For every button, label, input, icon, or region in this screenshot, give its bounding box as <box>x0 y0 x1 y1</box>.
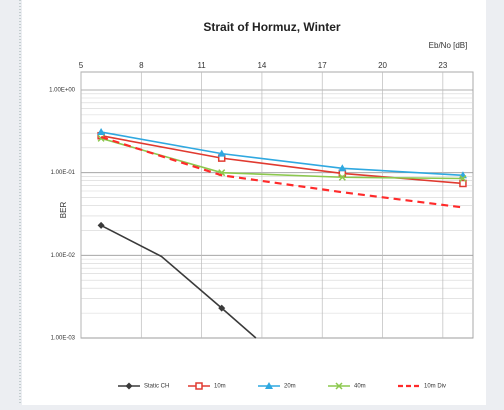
data-point <box>459 179 467 188</box>
series-line <box>100 131 463 177</box>
data-point <box>338 164 347 172</box>
data-point <box>217 149 226 157</box>
x-tick-label: 17 <box>318 61 327 70</box>
x-tick-label: 11 <box>197 61 206 70</box>
data-point <box>218 304 226 312</box>
x-tick-label: 23 <box>438 61 447 70</box>
data-point <box>459 174 467 183</box>
x-tick-label: 8 <box>139 61 144 70</box>
x-tick-label: 5 <box>79 61 84 70</box>
chart-title: Strait of Hormuz, Winter <box>203 20 341 34</box>
legend-label: Static CH <box>144 384 169 390</box>
legend-label: 40m <box>354 384 366 390</box>
legend-label: 10m Div <box>424 384 446 390</box>
legend-marker <box>265 382 273 389</box>
x-axis-label: Eb/No [dB] <box>429 41 468 50</box>
legend-marker <box>195 382 203 390</box>
x-tick-label: 20 <box>378 61 387 70</box>
data-point <box>97 128 106 136</box>
series-line <box>100 135 464 209</box>
legend-marker <box>335 382 343 390</box>
legend-label: 20m <box>284 384 296 390</box>
data-point <box>338 173 346 181</box>
panel <box>22 0 486 405</box>
y-tick-label: 1.00E-02 <box>51 253 76 259</box>
y-axis-label: BER <box>59 202 68 219</box>
y-tick-label: 1.00E-01 <box>51 170 76 176</box>
data-point <box>97 221 105 229</box>
data-point <box>97 134 105 142</box>
series-line <box>100 224 257 339</box>
legend-label: 10m <box>214 384 226 390</box>
y-tick-label: 1.00E-03 <box>51 336 76 342</box>
x-tick-label: 14 <box>257 61 266 70</box>
legend-marker <box>125 382 133 390</box>
y-tick-label: 1.00E+00 <box>49 88 76 94</box>
